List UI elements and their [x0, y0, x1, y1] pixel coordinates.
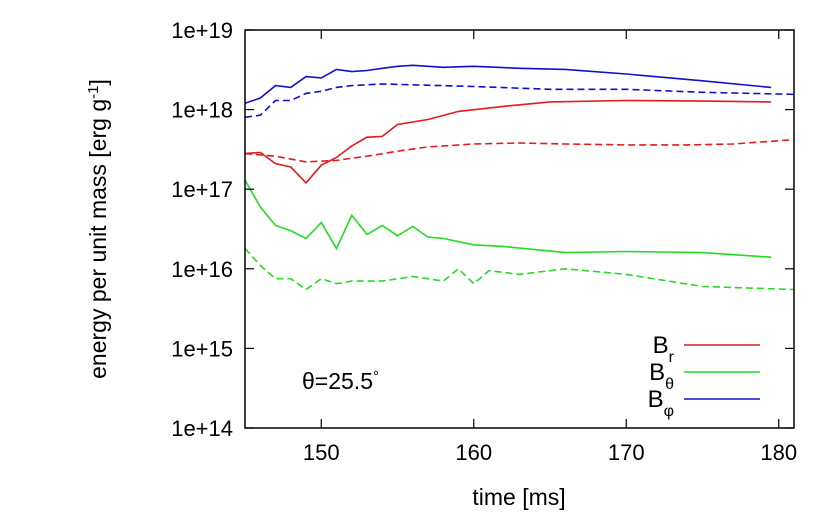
legend-label: Br	[653, 332, 675, 366]
y-tick-label: 1e+19	[171, 18, 233, 43]
x-tick-label: 160	[455, 440, 492, 465]
legend-label-sub: θ	[665, 376, 674, 393]
y-axis-title: energy per unit mass [erg g-1]	[85, 79, 112, 379]
legend-label: Bθ	[649, 359, 674, 393]
legend-label: Bφ	[648, 386, 674, 420]
y-tick-label: 1e+15	[171, 336, 233, 361]
legend-label-base: B	[653, 332, 669, 359]
series-line-0	[245, 99, 772, 185]
y-tick-label: 1e+16	[171, 257, 233, 282]
series-line-2	[245, 179, 772, 258]
theta-symbol: θ	[302, 368, 315, 394]
degree-sign: °	[373, 368, 379, 385]
theta-value: =25.5	[315, 368, 373, 394]
legend-label-base: B	[649, 359, 665, 386]
legend-label-sub: r	[669, 349, 675, 366]
y-tick-label: 1e+14	[171, 416, 233, 441]
series-line-4	[245, 64, 772, 105]
data-layer	[245, 64, 794, 291]
series-line-1	[245, 138, 794, 163]
x-tick-label: 180	[760, 440, 797, 465]
plot-frame	[244, 29, 795, 429]
theta-annotation: θ=25.5°	[302, 368, 379, 395]
tick-layer: 150 160 170 180 1e+14 1e+15 1e+16 1e+17 1e+18 1e+…	[171, 18, 797, 465]
y-axis-title-sup: -1	[85, 86, 102, 99]
series-line-5	[245, 83, 794, 119]
y-axis-title-close: ]	[85, 79, 111, 85]
y-tick-label: 1e+17	[171, 177, 233, 202]
x-tick-label: 170	[608, 440, 645, 465]
series-line-3	[245, 247, 794, 291]
legend-label-sub: φ	[664, 403, 674, 420]
y-axis-title-main: energy per unit mass [erg g	[85, 99, 111, 379]
legend-label-base: B	[648, 386, 664, 413]
x-tick-label: 150	[303, 440, 340, 465]
x-axis-title: time [ms]	[472, 484, 565, 510]
y-tick-label: 1e+18	[171, 98, 233, 123]
